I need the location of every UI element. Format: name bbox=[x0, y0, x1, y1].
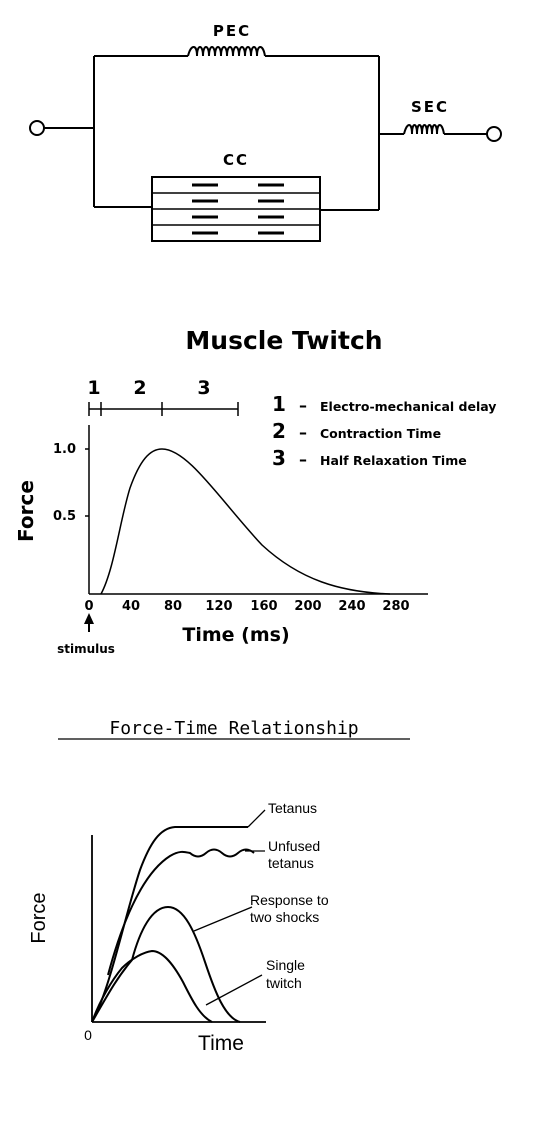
force-time-title: Force-Time Relationship bbox=[109, 718, 358, 739]
unfused-tetanus-curve bbox=[107, 848, 255, 976]
tetanus-label: Tetanus bbox=[268, 800, 317, 816]
twitch-y-label: Force bbox=[14, 480, 38, 542]
legend-dash-2: – bbox=[299, 423, 307, 442]
left-terminal bbox=[29, 120, 45, 136]
unfused-label-line2: tetanus bbox=[268, 855, 314, 871]
x-tick-label-40: 40 bbox=[122, 599, 140, 614]
twitch-legend: 1 – Electro-mechanical delay 2 – Contrac… bbox=[272, 392, 496, 470]
tetanus-curve bbox=[91, 826, 248, 1023]
cc-label: CC bbox=[223, 151, 249, 169]
x-tick-label-240: 240 bbox=[338, 599, 365, 614]
right-terminal bbox=[486, 126, 502, 142]
y-tick-label-1: 1.0 bbox=[53, 442, 76, 457]
x-tick-label-200: 200 bbox=[294, 599, 321, 614]
pec-label: PEC bbox=[213, 22, 251, 40]
y-tick-label-05: 0.5 bbox=[53, 509, 76, 524]
x-tick-label-160: 160 bbox=[250, 599, 277, 614]
twitch-title: Muscle Twitch bbox=[185, 326, 382, 355]
phase-number-3: 3 bbox=[197, 377, 210, 399]
two-shocks-curve bbox=[91, 905, 241, 1023]
contractile-component bbox=[151, 176, 321, 242]
unfused-label-line1: Unfused bbox=[268, 838, 320, 854]
two-shocks-label-line2: two shocks bbox=[250, 909, 319, 925]
twitch-x-label: Time (ms) bbox=[182, 624, 289, 646]
two-shocks-label-line1: Response to bbox=[250, 892, 329, 908]
muscle-model-circuit: PEC CC SEC bbox=[29, 22, 502, 242]
two-shocks-leader-line bbox=[193, 906, 253, 932]
phase-number-1: 1 bbox=[87, 377, 100, 399]
sec-spring bbox=[403, 124, 445, 135]
phase-number-2: 2 bbox=[133, 377, 146, 399]
single-twitch-leader-line bbox=[205, 974, 263, 1006]
legend-number-3: 3 bbox=[272, 446, 286, 470]
force-time-origin-label: 0 bbox=[84, 1027, 92, 1043]
stimulus-label: stimulus bbox=[57, 642, 115, 656]
legend-text-3: Half Relaxation Time bbox=[320, 453, 467, 468]
pec-spring bbox=[187, 46, 266, 57]
phase-bar: 1 2 3 bbox=[87, 377, 239, 416]
single-twitch-label-line1: Single bbox=[266, 957, 305, 973]
force-time-x-label: Time bbox=[198, 1032, 244, 1055]
legend-number-1: 1 bbox=[272, 392, 286, 416]
legend-text-2: Contraction Time bbox=[320, 426, 441, 441]
muscle-twitch-chart: Muscle Twitch 1 2 3 1 – Electro-mechanic… bbox=[14, 326, 496, 656]
sec-label: SEC bbox=[411, 98, 449, 116]
legend-dash-3: – bbox=[299, 450, 307, 469]
single-twitch-curve bbox=[91, 949, 213, 1023]
force-time-chart: Force-Time Relationship Force Time 0 Tet… bbox=[28, 718, 410, 1055]
single-twitch-label-line2: twitch bbox=[266, 975, 302, 991]
legend-number-2: 2 bbox=[272, 419, 286, 443]
twitch-curve bbox=[100, 448, 391, 595]
x-tick-label-80: 80 bbox=[164, 599, 182, 614]
x-tick-label-0: 0 bbox=[84, 599, 93, 614]
force-time-y-label: Force bbox=[28, 892, 50, 943]
x-tick-label-280: 280 bbox=[382, 599, 409, 614]
x-tick-label-120: 120 bbox=[205, 599, 232, 614]
legend-dash-1: – bbox=[299, 396, 307, 415]
tetanus-leader-line bbox=[247, 809, 266, 828]
legend-text-1: Electro-mechanical delay bbox=[320, 399, 496, 414]
stimulus-arrow bbox=[84, 613, 94, 632]
